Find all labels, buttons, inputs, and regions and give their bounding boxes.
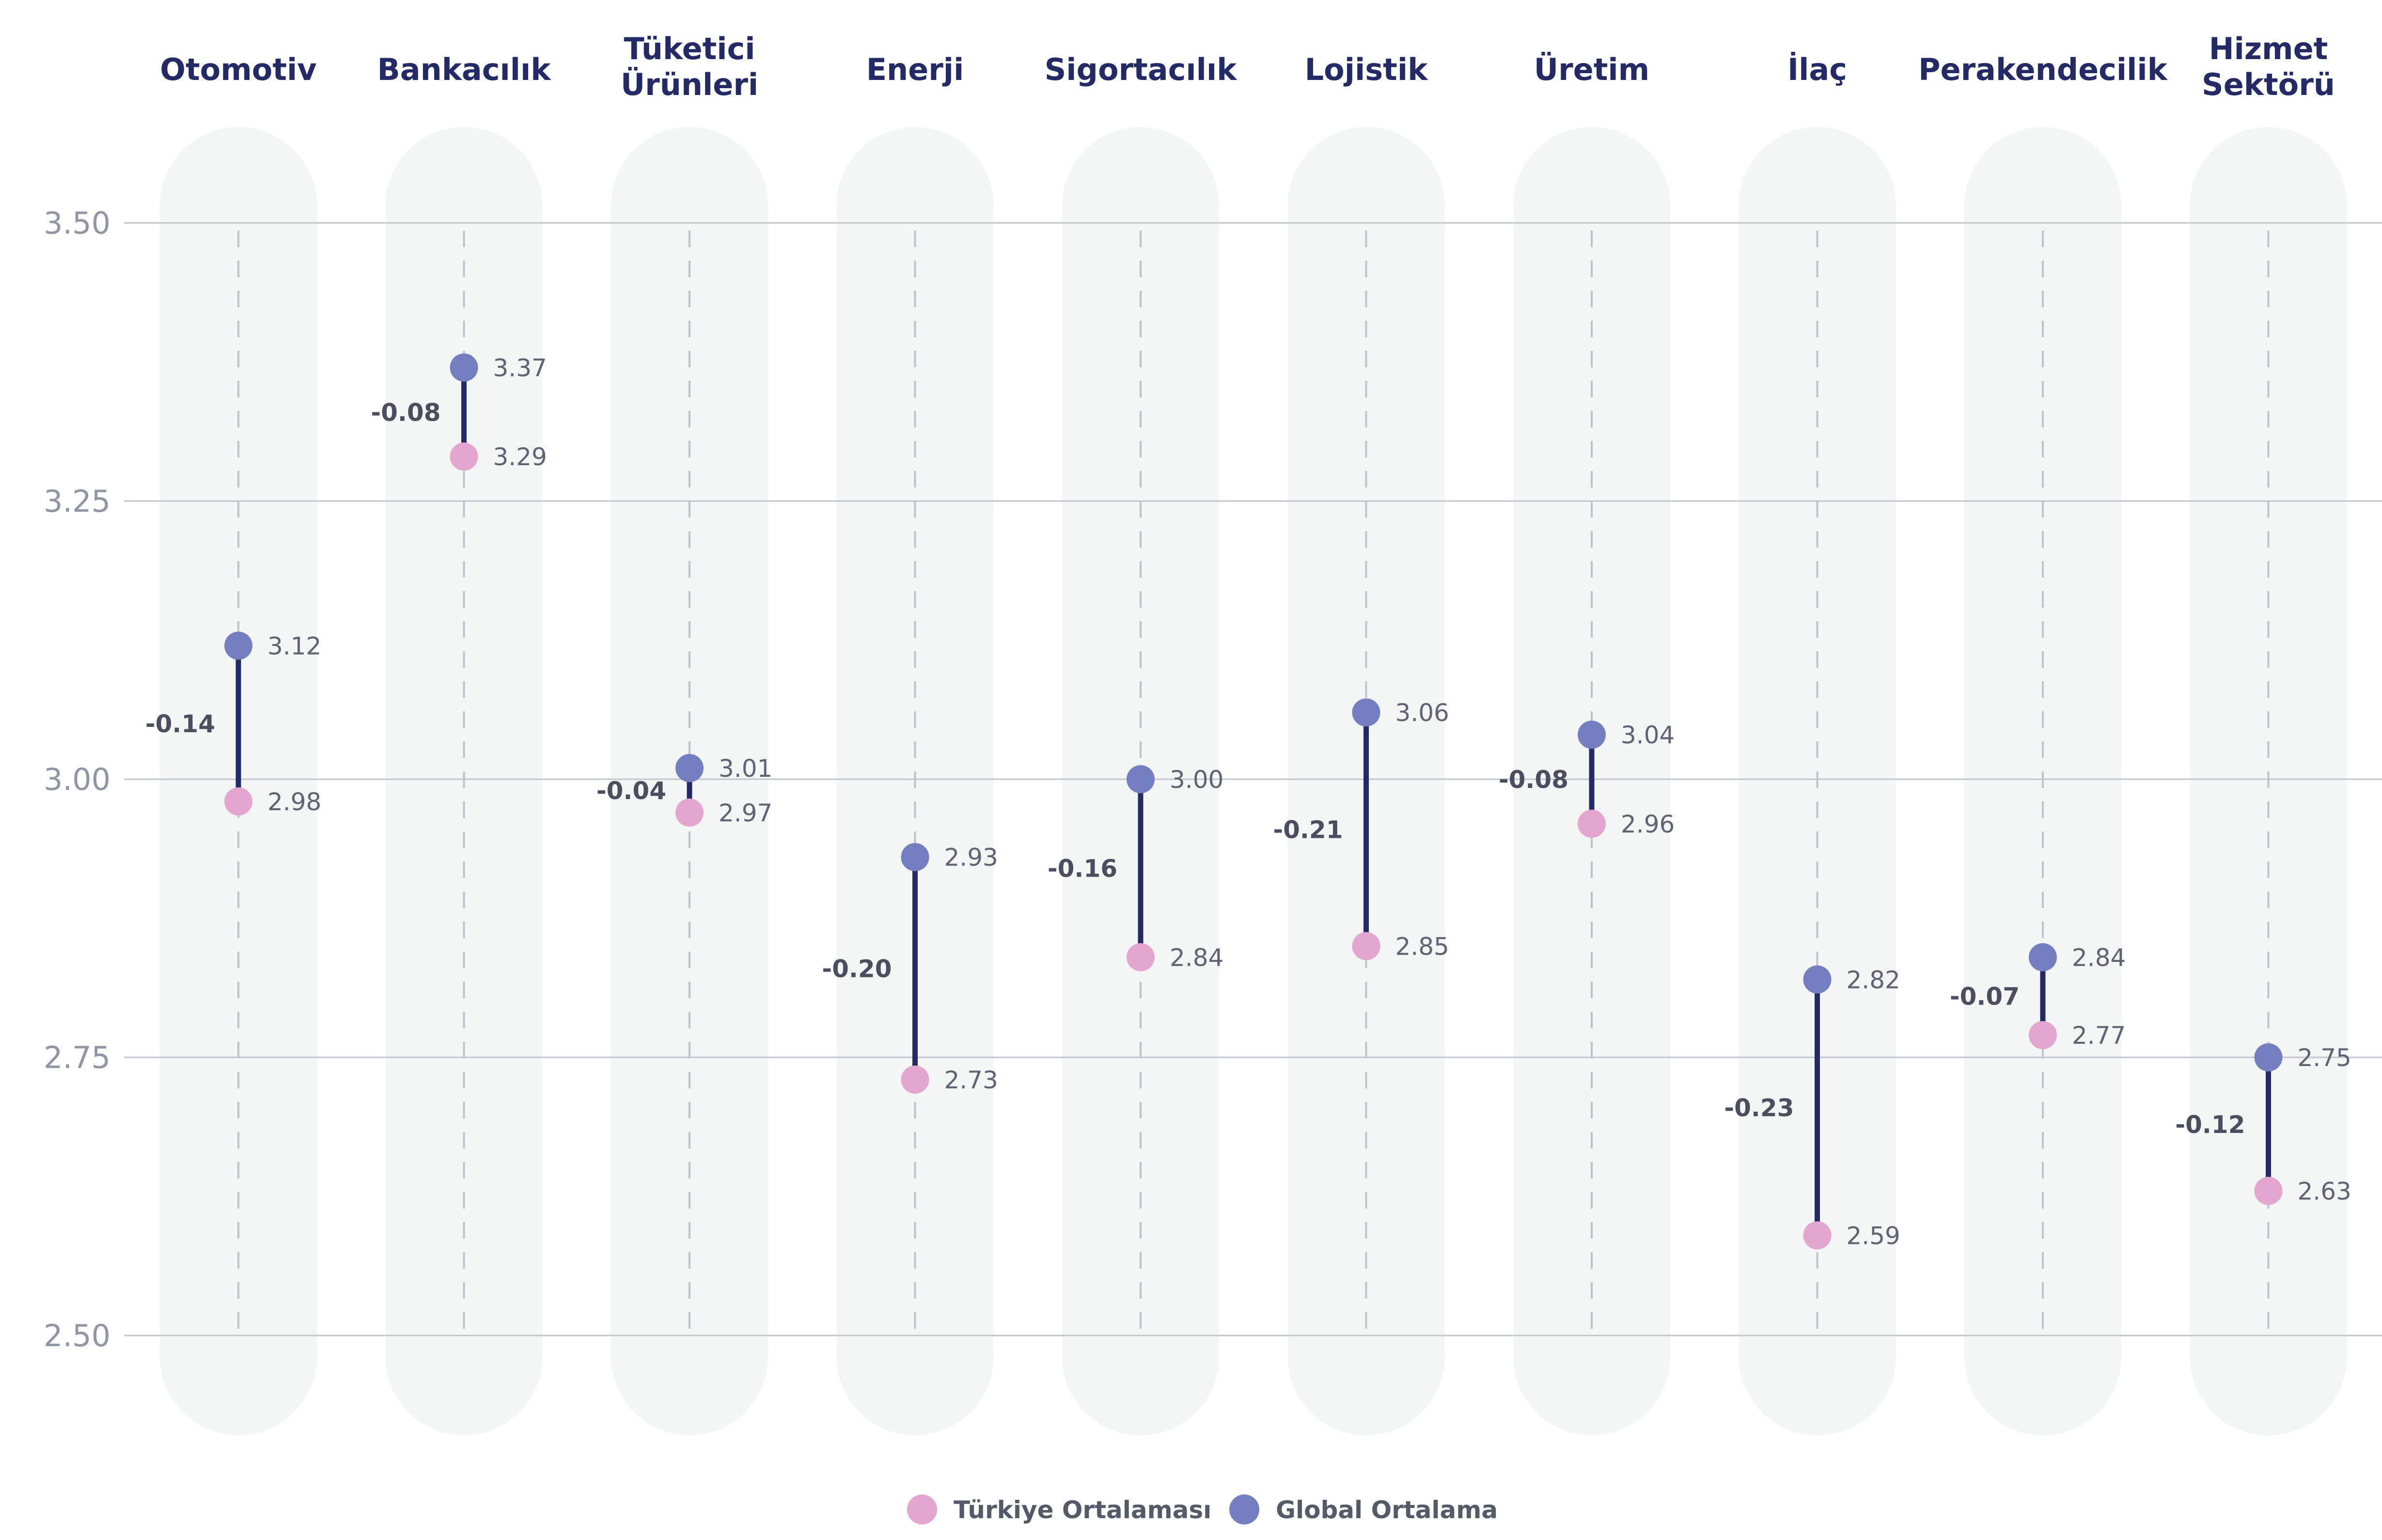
category-label: Sigortacılık xyxy=(1045,52,1238,87)
turkiye-point xyxy=(450,442,478,471)
difference-label: -0.16 xyxy=(1048,855,1117,883)
turkiye-value-label: 2.59 xyxy=(1847,1222,1900,1250)
global-value-label: 3.01 xyxy=(719,754,772,783)
global-value-label: 2.82 xyxy=(1847,966,1900,994)
difference-label: -0.07 xyxy=(1950,983,2020,1011)
y-axis-ticks: 2.50 2.75 3.00 3.25 3.50 xyxy=(44,205,110,1353)
y-tick-label: 3.00 xyxy=(44,762,110,797)
global-point xyxy=(675,754,704,783)
gridlines xyxy=(124,222,2382,1336)
turkiye-value-label: 2.73 xyxy=(944,1066,998,1094)
category-label: Otomotiv xyxy=(160,52,316,87)
turkiye-point xyxy=(1803,1221,1832,1250)
global-point xyxy=(2254,1043,2283,1071)
global-value-label: 2.84 xyxy=(2072,943,2126,972)
global-value-label: 3.12 xyxy=(267,632,321,660)
legend-turkiye-label: Türkiye Ortalaması xyxy=(954,1496,1211,1524)
turkiye-point xyxy=(1578,809,1606,838)
global-value-label: 2.93 xyxy=(944,844,998,872)
y-tick-label: 2.50 xyxy=(44,1318,110,1353)
global-point xyxy=(450,353,478,382)
turkiye-value-label: 2.63 xyxy=(2298,1178,2351,1206)
difference-label: -0.23 xyxy=(1724,1094,1794,1122)
turkiye-value-label: 2.85 xyxy=(1395,932,1449,960)
y-tick-label: 3.50 xyxy=(44,205,110,241)
global-value-label: 3.37 xyxy=(493,354,547,382)
category-label: Üretim xyxy=(1534,52,1649,87)
category-label: Hizmet xyxy=(2209,31,2328,66)
category-label: Tüketici xyxy=(624,31,755,66)
column-backgrounds xyxy=(160,127,2347,1435)
global-point xyxy=(1352,698,1380,727)
difference-label: -0.08 xyxy=(371,398,440,426)
y-tick-label: 2.75 xyxy=(44,1040,110,1075)
turkiye-value-label: 3.29 xyxy=(493,443,547,471)
legend-global-swatch xyxy=(1229,1494,1259,1524)
global-value-label: 3.04 xyxy=(1621,721,1675,749)
turkiye-point xyxy=(2029,1021,2057,1050)
global-value-label: 3.00 xyxy=(1170,766,1223,794)
category-label: Lojistik xyxy=(1305,52,1428,87)
turkiye-point xyxy=(2254,1177,2283,1205)
global-point xyxy=(1127,765,1155,793)
column-guides xyxy=(237,231,2270,1342)
category-label: Bankacılık xyxy=(377,52,551,87)
difference-label: -0.04 xyxy=(596,777,666,805)
category-label: Ürünleri xyxy=(621,67,758,102)
turkiye-value-label: 2.77 xyxy=(2072,1021,2126,1050)
turkiye-value-label: 2.96 xyxy=(1621,810,1675,838)
turkiye-value-label: 2.84 xyxy=(1170,943,1223,972)
turkiye-point xyxy=(901,1065,929,1094)
difference-label: -0.20 xyxy=(822,955,892,983)
category-label: Sektörü xyxy=(2202,67,2335,102)
legend: Türkiye Ortalaması Global Ortalama xyxy=(907,1494,1498,1524)
turkiye-value-label: 2.97 xyxy=(719,799,772,827)
global-point xyxy=(2029,943,2057,972)
category-label: Perakendecilik xyxy=(1918,52,2168,87)
turkiye-point xyxy=(1352,932,1380,960)
category-label: İlaç xyxy=(1787,52,1847,87)
data-labels: 3.12 2.98 -0.14 3.37 3.29 -0.08 3.01 2.97 -0.04 2… xyxy=(145,354,2351,1250)
difference-label: -0.14 xyxy=(145,710,215,738)
global-point xyxy=(1803,965,1832,994)
legend-global-label: Global Ortalama xyxy=(1276,1496,1498,1524)
global-point xyxy=(1578,721,1606,749)
turkiye-point xyxy=(1127,943,1155,972)
global-value-label: 2.75 xyxy=(2298,1044,2351,1072)
legend-turkiye-swatch xyxy=(907,1494,937,1524)
connectors xyxy=(235,367,2271,1236)
turkiye-value-label: 2.98 xyxy=(267,788,321,816)
turkiye-point xyxy=(224,787,252,816)
data-points xyxy=(224,353,2283,1250)
difference-label: -0.21 xyxy=(1273,816,1343,844)
category-label: Enerji xyxy=(866,52,964,87)
turkiye-point xyxy=(675,798,704,827)
difference-label: -0.12 xyxy=(2175,1111,2245,1139)
global-point xyxy=(224,631,252,660)
y-tick-label: 3.25 xyxy=(44,484,110,519)
global-value-label: 3.06 xyxy=(1395,699,1449,727)
global-point xyxy=(901,843,929,871)
difference-label: -0.08 xyxy=(1499,766,1568,794)
